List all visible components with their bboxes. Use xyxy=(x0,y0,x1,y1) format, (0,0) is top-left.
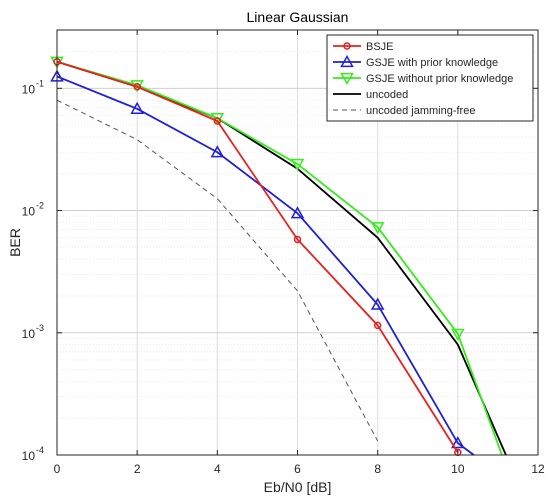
x-tick-label: 2 xyxy=(134,462,141,476)
legend-label: GSJE with prior knowledge xyxy=(366,57,498,69)
x-tick-label: 4 xyxy=(214,462,221,476)
legend-entry: BSJE xyxy=(333,41,394,53)
y-tick-label-exponent: -2 xyxy=(36,201,44,211)
data-point xyxy=(370,297,385,310)
legend: BSJE GSJE with prior knowledge GSJE withou… xyxy=(326,34,534,122)
legend-label: BSJE xyxy=(366,41,394,53)
data-point xyxy=(210,145,225,158)
x-tick-label: 0 xyxy=(54,462,61,476)
legend-marker xyxy=(340,54,354,68)
series-line xyxy=(56,60,503,456)
legend-label: GSJE without prior knowledge xyxy=(366,73,513,85)
legend-entry: GSJE without prior knowledge xyxy=(333,72,513,86)
data-point xyxy=(290,158,305,172)
y-tick-label: 10 xyxy=(22,82,36,96)
data-point xyxy=(373,321,382,330)
legend-entry: GSJE with prior knowledge xyxy=(333,54,498,69)
series-2 xyxy=(50,69,475,456)
y-tick-label-exponent: -1 xyxy=(36,78,44,88)
legend-entry: uncoded xyxy=(333,89,408,101)
data-point xyxy=(290,206,305,219)
data-point xyxy=(293,235,302,244)
y-axis-label: BER xyxy=(7,228,23,257)
y-tick-label-exponent: -4 xyxy=(36,445,44,455)
x-tick-label: 12 xyxy=(531,462,545,476)
y-tick-label: 10 xyxy=(22,327,36,341)
legend-entry: uncoded jamming-free xyxy=(333,105,475,117)
data-point xyxy=(451,328,465,341)
legend-label: uncoded xyxy=(366,89,408,101)
y-tick-label: 10 xyxy=(22,449,36,463)
data-point xyxy=(370,222,385,235)
series-line xyxy=(56,75,475,456)
x-axis-label: Eb/N0 [dB] xyxy=(264,479,332,495)
data-point xyxy=(213,117,222,125)
chart-title: Linear Gaussian xyxy=(247,9,349,25)
legend-box xyxy=(326,34,534,122)
data-point xyxy=(133,82,141,91)
x-tick-label: 6 xyxy=(294,462,301,476)
series-line xyxy=(56,60,459,453)
data-point xyxy=(451,436,465,449)
data-point xyxy=(130,101,144,114)
legend-label: uncoded jamming-free xyxy=(366,105,475,117)
legend-marker xyxy=(340,72,354,86)
y-tick-label-exponent: -3 xyxy=(36,323,44,333)
x-tick-label: 8 xyxy=(374,462,381,476)
x-tick-label: 10 xyxy=(451,462,465,476)
legend-marker xyxy=(343,42,351,50)
series-layer xyxy=(50,56,507,457)
y-tick-label: 10 xyxy=(22,205,36,219)
